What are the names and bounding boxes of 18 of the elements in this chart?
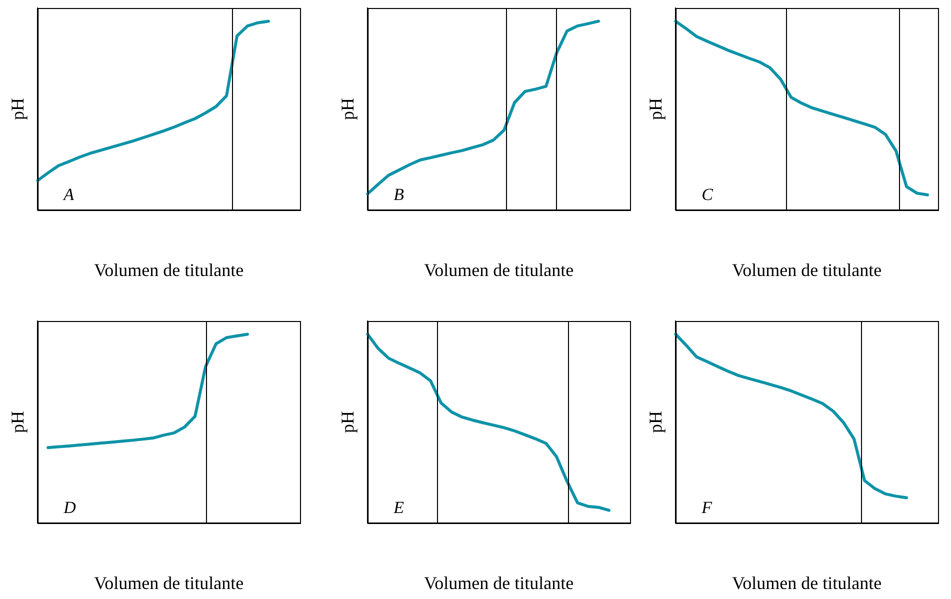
x-axis-title: Volumen de titulante [94,572,244,593]
x-axis-title: Volumen de titulante [424,260,574,280]
x-axis-title: Volumen de titulante [732,572,882,593]
y-axis-title: pH [8,98,28,120]
annotation: B [394,184,405,204]
y-axis-title: pH [8,411,28,433]
y-axis-title: pH [338,98,358,120]
annotation: E [392,498,405,517]
y-axis-title: pH [338,411,358,433]
y-axis-title: pH [646,411,666,433]
annotation: A [62,184,75,204]
y-axis-title: pH [646,98,666,120]
annotation: C [702,184,714,204]
annotation: F [700,498,713,517]
x-axis-title: Volumen de titulante [732,260,882,280]
x-axis-title: Volumen de titulante [424,572,574,593]
x-axis-title: Volumen de titulante [94,260,244,280]
annotation: D [62,498,77,517]
